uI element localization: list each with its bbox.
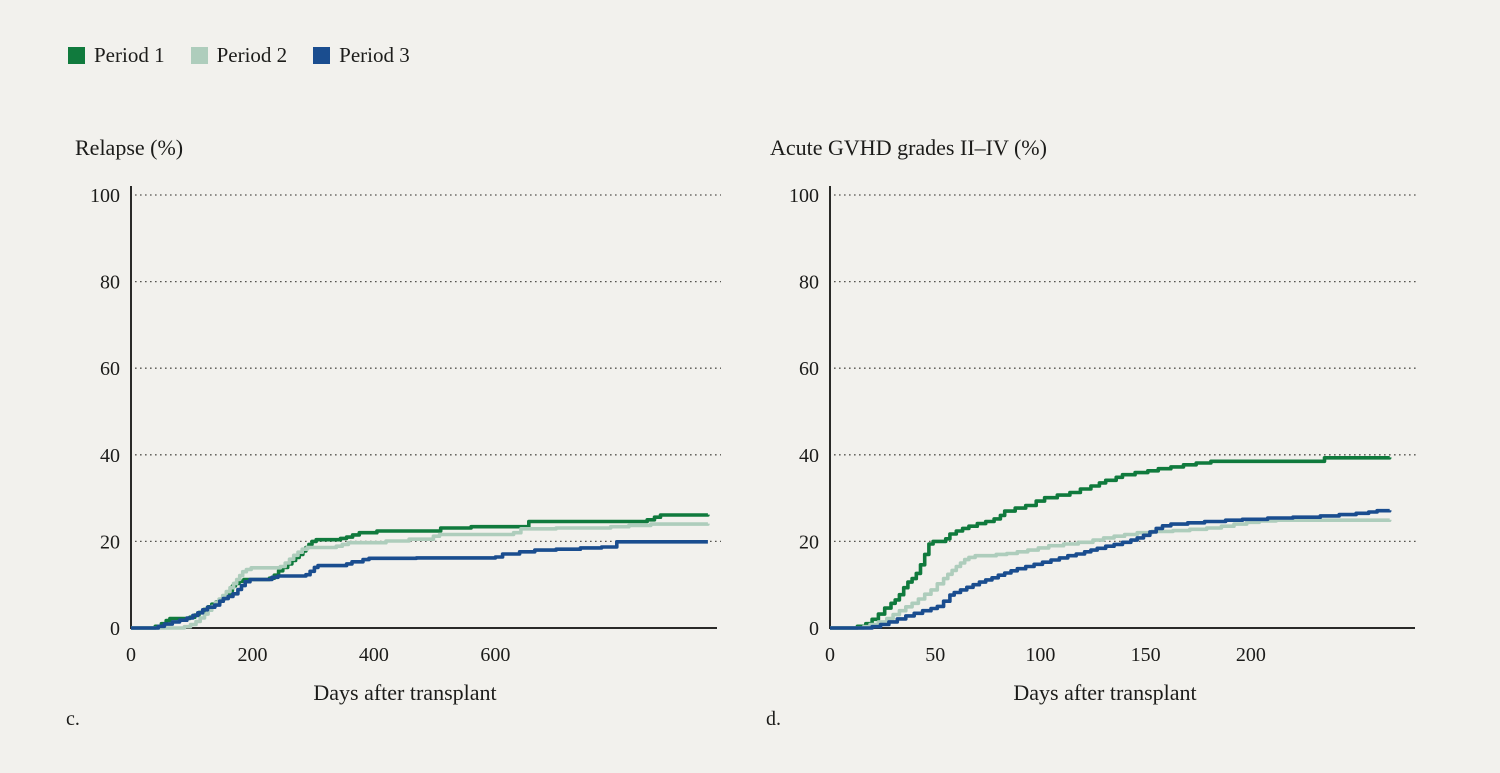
y-tick-label-100: 100 [90,185,120,207]
x-tick-label-600: 600 [480,644,510,666]
y-tick-label-20: 20 [799,531,819,553]
series-line-period-3 [131,540,708,630]
legend-item-period-1: Period 1 [68,45,165,66]
y-tick-label-0: 0 [809,618,819,640]
series-line-period-1 [830,456,1392,630]
y-tick-label-20: 20 [100,531,120,553]
legend: Period 1 Period 2 Period 3 [68,45,410,66]
x-tick-label-0: 0 [825,644,835,666]
y-tick-label-0: 0 [110,618,120,640]
chart-d: 0 20 40 60 80 100 0 50 100 150 200 [789,185,1419,666]
y-tick-label-60: 60 [100,358,120,380]
legend-swatch-period-1-icon [68,47,85,64]
chart-c-x-axis-label: Days after transplant [313,680,497,705]
chart-d-x-axis-label: Days after transplant [1013,680,1197,705]
legend-label-period-3: Period 3 [339,43,410,67]
legend-swatch-period-2-icon [190,47,208,64]
x-tick-label-0: 0 [126,644,136,666]
legend-item-period-2: Period 2 [190,43,288,67]
chart-c: 0 20 40 60 80 100 0 200 400 600 [90,185,721,666]
x-tick-label-100: 100 [1025,644,1055,666]
x-tick-label-200: 200 [237,644,267,666]
y-tick-label-40: 40 [100,445,120,467]
panel-letter-d: d. [766,708,781,730]
x-tick-label-200: 200 [1236,644,1266,666]
x-tick-label-400: 400 [359,644,389,666]
y-tick-label-80: 80 [100,272,120,294]
series-line-period-1 [131,513,710,630]
legend-label-period-1: Period 1 [94,43,165,67]
y-tick-label-60: 60 [799,358,819,380]
legend-label-period-2: Period 2 [216,43,288,67]
y-tick-label-100: 100 [789,185,819,207]
chart-c-title: Relapse (%) [75,135,184,160]
series-line-period-2 [131,522,710,630]
series-line-period-2 [830,518,1392,630]
legend-item-period-3: Period 3 [313,45,410,66]
y-tick-label-80: 80 [799,272,819,294]
x-tick-label-150: 150 [1131,644,1161,666]
panel-letter-c: c. [66,708,80,730]
x-tick-label-50: 50 [925,644,945,666]
chart-d-title: Acute GVHD grades II–IV (%) [770,135,1047,160]
series-line-period-3 [830,508,1392,630]
y-tick-label-40: 40 [799,445,819,467]
legend-swatch-period-3-icon [313,47,331,64]
